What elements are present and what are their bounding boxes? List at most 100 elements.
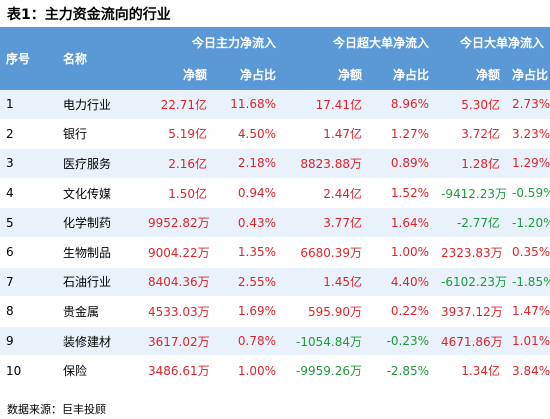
large-net-amount: 1.34亿 <box>435 355 507 386</box>
main-net-ratio: 0.78% <box>213 326 283 357</box>
table-row: 3 医疗服务 2.16亿 2.18% 8823.88万 0.89% 1.28亿 … <box>0 148 550 179</box>
large-net-ratio: 3.23% <box>506 119 550 150</box>
table-row: 9 装修建材 3617.02万 0.78% -1054.84万 -0.23% 4… <box>0 326 550 357</box>
row-index: 2 <box>0 119 57 150</box>
header-row-sub: 净额 净占比 净额 净占比 净额 净占比 <box>0 58 550 90</box>
super-net-ratio: 1.27% <box>368 119 436 150</box>
table-row: 5 化学制药 9952.82万 0.43% 3.77亿 1.64% -2.77亿… <box>0 207 550 238</box>
large-net-ratio: -0.59% <box>506 178 550 209</box>
super-net-ratio: -0.23% <box>368 326 436 357</box>
row-index: 10 <box>0 355 57 386</box>
super-net-amount: 1.47亿 <box>282 119 369 150</box>
super-net-amount: 3.77亿 <box>282 207 369 238</box>
header-group-large: 今日大单净流入 <box>435 27 550 58</box>
main-net-ratio: 11.68% <box>213 90 283 120</box>
row-index: 5 <box>0 207 57 238</box>
industry-name: 石油行业 <box>57 267 142 298</box>
header-sub-super-ratio: 净占比 <box>368 58 436 90</box>
main-net-amount: 2.16亿 <box>142 148 213 179</box>
header-group-main: 今日主力净流入 <box>142 27 283 58</box>
super-net-ratio: 4.40% <box>368 267 436 298</box>
row-index: 8 <box>0 296 57 327</box>
super-net-ratio: 1.00% <box>368 237 436 268</box>
large-net-amount: 4671.86万 <box>435 326 507 357</box>
main-net-ratio: 1.00% <box>213 355 283 386</box>
main-net-ratio: 4.50% <box>213 119 283 150</box>
header-group-super: 今日超大单净流入 <box>282 27 436 58</box>
row-index: 3 <box>0 148 57 179</box>
data-source-note: 数据来源：巨丰投顾 <box>7 403 106 416</box>
row-index: 6 <box>0 237 57 268</box>
industry-name: 装修建材 <box>57 326 142 357</box>
super-net-amount: 1.45亿 <box>282 267 369 298</box>
super-net-amount: 8823.88万 <box>282 148 369 179</box>
industry-name: 电力行业 <box>57 90 142 120</box>
header-sub-main-ratio: 净占比 <box>213 58 283 90</box>
main-net-ratio: 2.18% <box>213 148 283 179</box>
super-net-amount: 2.44亿 <box>282 178 369 209</box>
industry-name: 贵金属 <box>57 296 142 327</box>
main-net-amount: 22.71亿 <box>142 90 213 120</box>
header-index: 序号 <box>0 27 57 90</box>
super-net-ratio: 1.52% <box>368 178 436 209</box>
large-net-ratio: 1.47% <box>506 296 550 327</box>
industry-name: 生物制品 <box>57 237 142 268</box>
main-net-amount: 8404.36万 <box>142 267 213 298</box>
header-sub-large-amount: 净额 <box>435 58 507 90</box>
table-row: 1 电力行业 22.71亿 11.68% 17.41亿 8.96% 5.30亿 … <box>0 90 550 120</box>
large-net-ratio: 2.73% <box>506 90 550 120</box>
main-net-amount: 1.50亿 <box>142 178 213 209</box>
large-net-ratio: -1.85% <box>506 267 550 298</box>
header-sub-super-amount: 净额 <box>282 58 369 90</box>
main-net-amount: 4533.03万 <box>142 296 213 327</box>
super-net-ratio: 0.22% <box>368 296 436 327</box>
large-net-amount: -9412.23万 <box>435 178 507 209</box>
large-net-amount: 5.30亿 <box>435 90 507 120</box>
main-net-amount: 9952.82万 <box>142 207 213 238</box>
industry-name: 文化传媒 <box>57 178 142 209</box>
super-net-amount: 6680.39万 <box>282 237 369 268</box>
table-row: 6 生物制品 9004.22万 1.35% 6680.39万 1.00% 232… <box>0 237 550 268</box>
table-row: 2 银行 5.19亿 4.50% 1.47亿 1.27% 3.72亿 3.23% <box>0 119 550 150</box>
main-net-ratio: 1.35% <box>213 237 283 268</box>
header-sub-main-amount: 净额 <box>142 58 213 90</box>
large-net-ratio: -1.20% <box>506 207 550 238</box>
large-net-amount: 2323.83万 <box>435 237 507 268</box>
main-net-amount: 9004.22万 <box>142 237 213 268</box>
table-row: 10 保险 3486.61万 1.00% -9959.26万 -2.85% 1.… <box>0 355 550 386</box>
large-net-ratio: 0.35% <box>506 237 550 268</box>
super-net-ratio: 8.96% <box>368 90 436 120</box>
large-net-ratio: 3.84% <box>506 355 550 386</box>
row-index: 7 <box>0 267 57 298</box>
super-net-amount: 595.90万 <box>282 296 369 327</box>
main-net-ratio: 0.43% <box>213 207 283 238</box>
header-row-groups: 序号 名称 今日主力净流入 今日超大单净流入 今日大单净流入 <box>0 27 550 90</box>
large-net-amount: -2.77亿 <box>435 207 507 238</box>
large-net-amount: 3937.12万 <box>435 296 507 327</box>
main-net-amount: 3617.02万 <box>142 326 213 357</box>
large-net-ratio: 1.29% <box>506 148 550 179</box>
large-net-ratio: 1.01% <box>506 326 550 357</box>
main-net-ratio: 2.55% <box>213 267 283 298</box>
table-title: 表1：主力资金流向的行业 <box>7 7 171 23</box>
super-net-ratio: 1.64% <box>368 207 436 238</box>
table-row: 4 文化传媒 1.50亿 0.94% 2.44亿 1.52% -9412.23万… <box>0 178 550 209</box>
header-name: 名称 <box>57 27 142 90</box>
fund-flow-table: 序号 名称 今日主力净流入 今日超大单净流入 今日大单净流入 净额 净占比 净额… <box>0 27 550 386</box>
main-net-amount: 3486.61万 <box>142 355 213 386</box>
table-row: 8 贵金属 4533.03万 1.69% 595.90万 0.22% 3937.… <box>0 296 550 327</box>
row-index: 9 <box>0 326 57 357</box>
industry-name: 化学制药 <box>57 207 142 238</box>
large-net-amount: 3.72亿 <box>435 119 507 150</box>
large-net-amount: 1.28亿 <box>435 148 507 179</box>
super-net-amount: 17.41亿 <box>282 90 369 120</box>
super-net-ratio: -2.85% <box>368 355 436 386</box>
table-row: 7 石油行业 8404.36万 2.55% 1.45亿 4.40% -6102.… <box>0 267 550 298</box>
row-index: 4 <box>0 178 57 209</box>
main-net-ratio: 1.69% <box>213 296 283 327</box>
main-net-amount: 5.19亿 <box>142 119 213 150</box>
row-index: 1 <box>0 90 57 120</box>
industry-name: 医疗服务 <box>57 148 142 179</box>
super-net-amount: -1054.84万 <box>282 326 369 357</box>
